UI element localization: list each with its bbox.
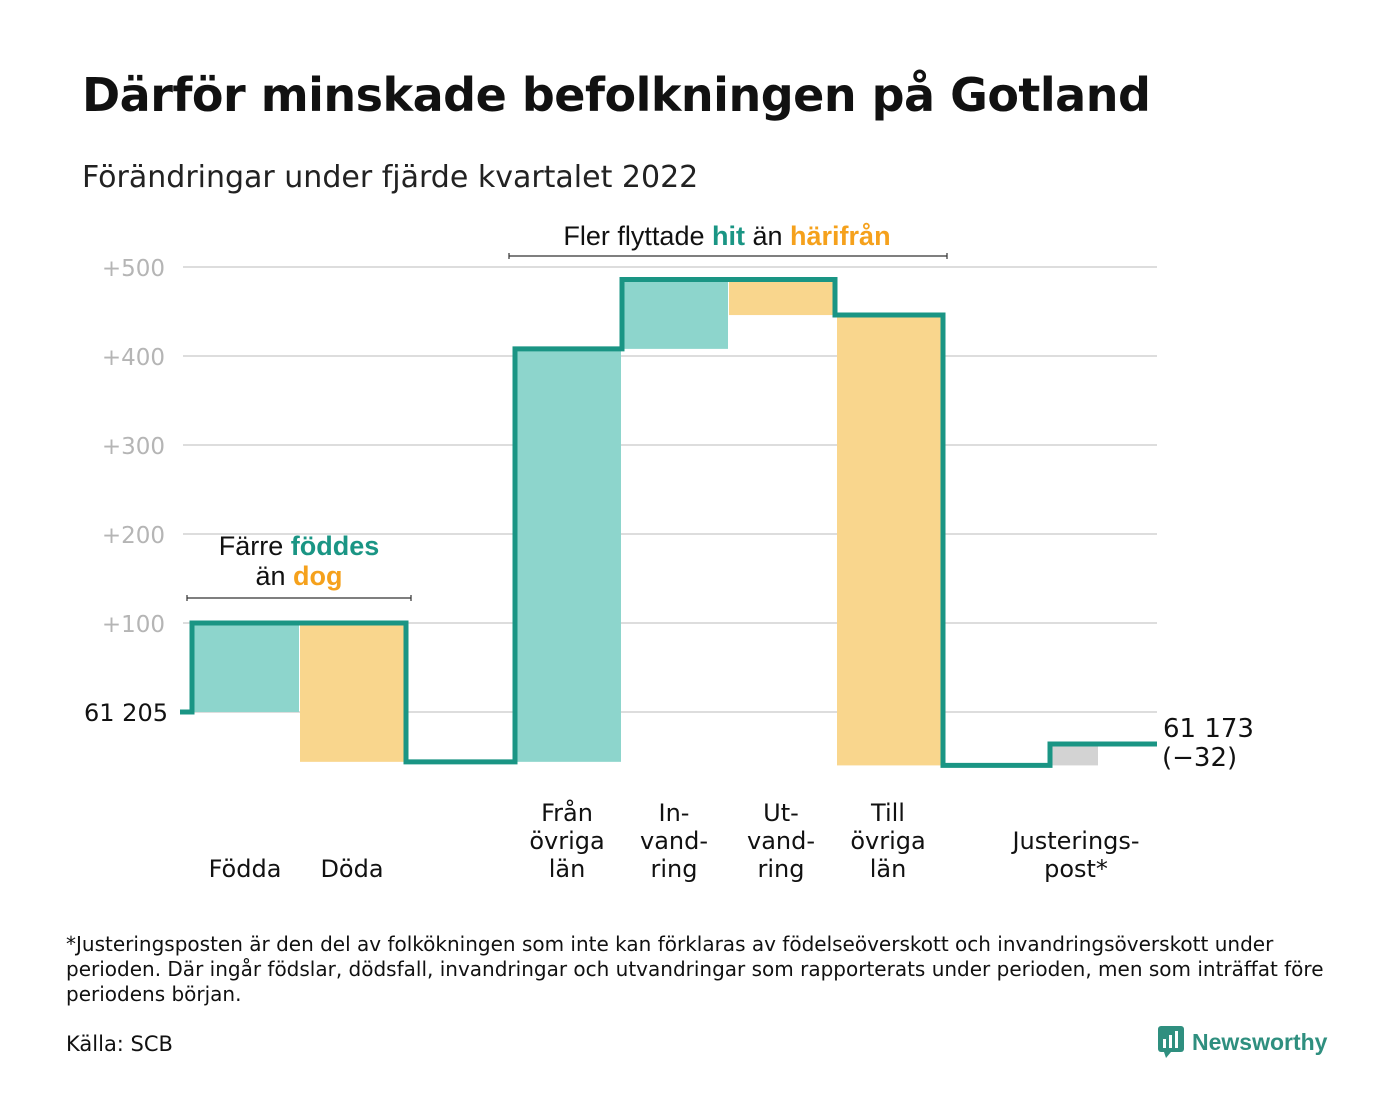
brand-name: Newsworthy [1192, 1028, 1328, 1055]
bar [729, 279, 835, 316]
y-tick-label: +400 [102, 345, 165, 371]
y-tick-label: +300 [102, 434, 165, 460]
newsworthy-logo-icon [1158, 1026, 1184, 1058]
bar [192, 623, 299, 712]
category-label: övriga [850, 827, 925, 855]
bar [1050, 744, 1098, 766]
annotation-part: dog [293, 561, 342, 591]
category-label: Till [870, 799, 905, 827]
bar [837, 315, 943, 766]
category-label: post* [1044, 855, 1108, 883]
category-label: In- [659, 799, 690, 827]
y-tick-label: +100 [102, 612, 165, 638]
annotation-births-deaths-line1: Färre föddes [219, 531, 380, 561]
waterfall-chart: +100 +200 +300 +400 +500 61 205 61 173(−32) Föd… [84, 221, 1254, 883]
category-label: ring [651, 855, 698, 883]
category-label: Från [541, 798, 593, 827]
brand-logo: Newsworthy [1158, 1026, 1327, 1058]
source-label: Källa: SCB [66, 1032, 173, 1056]
category-label: övriga [529, 827, 604, 855]
y-tick-label: +200 [102, 523, 165, 549]
category-label: Födda [209, 855, 282, 883]
bar [622, 279, 728, 349]
end-value-label: 61 173 [1163, 714, 1254, 744]
chart-subtitle: Förändringar under fjärde kvartalet 2022 [82, 160, 699, 195]
step-line [180, 276, 1157, 768]
annotation-part: än [255, 561, 293, 591]
bar [300, 623, 406, 762]
category-label: Justerings- [1010, 827, 1139, 855]
annotation-part: Fler flyttade [563, 221, 712, 251]
bar [515, 348, 621, 762]
annotation-part: härifrån [790, 221, 891, 251]
footnote: *Justeringsposten är den del av folkökni… [66, 932, 1324, 1006]
annotation-part: föddes [291, 531, 380, 561]
annotation-part: hit [712, 221, 745, 251]
y-tick-label: +500 [102, 256, 165, 282]
category-label: Döda [320, 855, 383, 883]
category-label: vand- [640, 827, 708, 855]
end-change-label: (−32) [1162, 743, 1237, 773]
category-label: ring [758, 855, 805, 883]
annotation-part: än [745, 221, 790, 251]
annotation-bracket-births-deaths [186, 595, 412, 601]
start-value-label: 61 205 [84, 699, 168, 727]
category-label: vand- [747, 827, 815, 855]
category-label: län [549, 855, 586, 883]
chart-title: Därför minskade befolkningen på Gotland [82, 68, 1151, 122]
category-label: Ut- [763, 799, 799, 827]
annotation-part: Färre [219, 531, 291, 561]
category-label: län [870, 855, 907, 883]
annotation-births-deaths-line2: än dog [255, 561, 342, 591]
annotation-migration: Fler flyttade hit än härifrån [563, 221, 890, 251]
annotation-bracket-migration [508, 253, 948, 259]
